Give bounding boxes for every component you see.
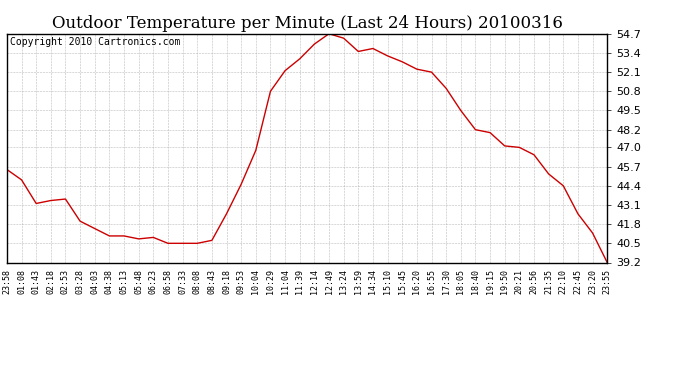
Title: Outdoor Temperature per Minute (Last 24 Hours) 20100316: Outdoor Temperature per Minute (Last 24 … — [52, 15, 562, 32]
Text: Copyright 2010 Cartronics.com: Copyright 2010 Cartronics.com — [10, 37, 180, 47]
